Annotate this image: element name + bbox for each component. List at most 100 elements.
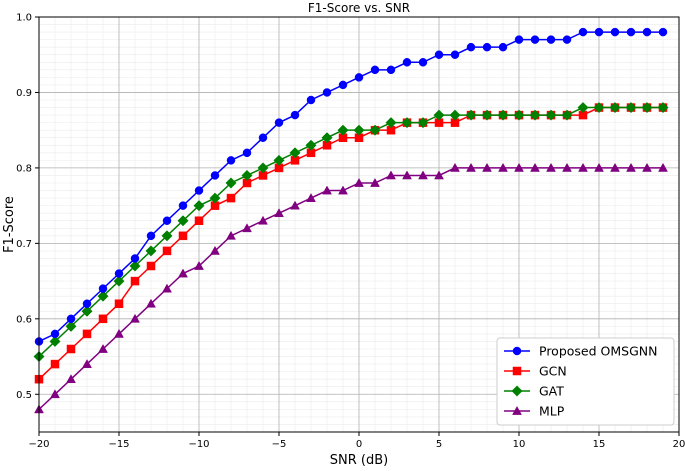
data-point-triangle [450,162,460,172]
data-point-triangle [210,245,220,255]
data-point-circle [658,27,668,37]
data-point-diamond [241,169,253,182]
data-point-triangle [562,162,572,172]
data-point-triangle [658,162,668,172]
data-point-circle [450,50,460,59]
data-point-triangle [642,162,652,172]
legend-marker [512,366,522,376]
data-point-diamond [593,101,605,114]
data-point-diamond [161,230,173,242]
data-point-circle [402,58,412,67]
data-point-circle [642,27,652,37]
legend-label: Proposed OMSGNN [539,344,657,359]
series-layer [33,27,669,414]
data-point-diamond [433,109,445,121]
legend-marker [512,346,522,356]
y-tick-label: 0.8 [16,163,32,174]
data-point-triangle [114,328,124,338]
data-point-circle [434,50,444,59]
x-axis-label: SNR (dB) [330,453,388,467]
data-point-diamond [65,320,77,332]
data-point-diamond [641,101,653,114]
legend-label: GCN [539,364,567,379]
legend-item: GAT [504,384,564,399]
data-point-diamond [113,275,125,287]
data-point-diamond [273,154,285,166]
data-point-triangle [418,170,428,180]
data-point-triangle [466,162,476,172]
data-point-circle [466,42,476,52]
data-point-circle [626,27,636,37]
x-tick-label: −15 [108,439,129,450]
x-tick-label: −5 [272,439,287,450]
data-point-circle [162,216,172,225]
data-point-square [146,261,156,271]
data-point-diamond [385,117,397,129]
x-tick-label: 0 [356,439,362,450]
data-point-triangle [178,268,188,278]
data-point-square [130,276,140,286]
data-point-square [98,314,108,324]
data-point-diamond [401,117,413,129]
x-tick-label: 15 [593,439,606,450]
data-point-diamond [337,124,349,136]
data-point-diamond [465,109,477,121]
data-point-diamond [497,109,509,121]
data-point-square [82,329,92,339]
series-gat [33,101,669,363]
y-tick-label: 0.5 [16,390,32,401]
data-point-circle [530,35,540,44]
data-point-circle [322,88,332,97]
data-point-diamond [625,101,637,114]
data-point-diamond [577,101,589,114]
data-point-square [66,344,76,354]
y-tick-label: 1.0 [16,13,32,24]
data-point-triangle [546,162,556,172]
data-point-circle [146,231,156,241]
data-point-diamond [145,245,157,257]
legend-marker [512,405,522,415]
data-point-circle [514,35,524,44]
data-point-diamond [129,260,141,272]
data-point-diamond [545,109,557,121]
data-point-square [162,246,172,256]
data-point-diamond [513,109,525,121]
series-mlp [34,162,668,414]
y-tick-label: 0.7 [16,239,32,250]
data-point-circle [370,65,380,75]
data-point-diamond [561,109,573,121]
data-point-diamond [321,132,333,144]
legend-item: MLP [504,404,565,419]
data-point-diamond [225,177,237,189]
x-tick-label: −10 [188,439,209,450]
data-point-triangle [434,170,444,180]
series-line [38,106,663,358]
data-point-circle [354,73,364,82]
series-proposed-omsgnn [34,27,668,346]
data-point-circle [242,148,252,158]
series-line [38,167,663,410]
data-point-circle [418,58,428,67]
data-point-triangle [306,193,316,202]
x-tick-label: 20 [673,439,685,450]
data-point-circle [258,133,268,142]
legend-label: GAT [539,384,564,399]
data-point-triangle [594,162,604,172]
data-point-diamond [529,109,541,121]
data-point-circle [98,284,108,293]
legend: Proposed OMSGNN GCN GAT MLP [496,337,675,426]
data-point-triangle [226,230,236,240]
data-point-diamond [481,109,493,121]
legend-label: MLP [539,404,565,419]
data-point-triangle [162,283,172,293]
legend-box [496,337,675,426]
data-point-circle [482,42,492,52]
legend-item: GCN [504,364,567,379]
data-point-circle [578,27,588,37]
data-point-square [226,193,236,203]
series-line [38,31,663,343]
data-point-diamond [657,101,669,114]
x-tick-label: −20 [28,439,49,450]
data-point-diamond [193,200,205,212]
